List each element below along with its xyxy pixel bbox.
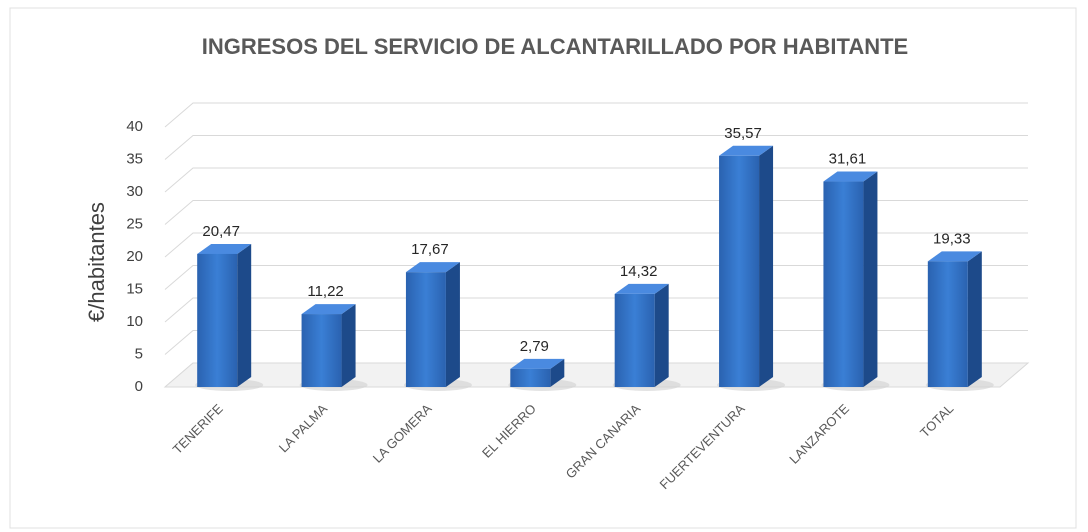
bar: [301, 314, 342, 387]
bar-top: [405, 262, 460, 273]
bar-top: [927, 251, 982, 262]
bar: [823, 181, 864, 387]
y-tick-label: 10: [126, 313, 143, 330]
bar-side: [967, 251, 982, 387]
bar-top: [719, 145, 774, 156]
y-tick-label: 5: [135, 345, 143, 362]
bar-side: [759, 145, 774, 387]
bar-side: [237, 243, 252, 387]
bar: [510, 368, 551, 387]
grid-line: [164, 135, 1028, 160]
value-label: 31,61: [829, 151, 867, 168]
bar-top: [510, 358, 565, 369]
y-tick-label: 40: [126, 118, 143, 135]
bar-side: [863, 171, 878, 387]
frame: [9, 7, 1077, 529]
value-label: 2,79: [520, 338, 549, 355]
bar-top: [301, 304, 356, 315]
y-tick-label: 0: [135, 378, 143, 395]
value-label: 35,57: [724, 125, 762, 142]
bar-side: [341, 304, 356, 387]
bar-side: [445, 262, 460, 387]
floor: [163, 362, 1030, 388]
value-label: 19,33: [933, 230, 971, 247]
value-label: 14,32: [620, 263, 658, 280]
y-tick-label: 15: [126, 280, 143, 297]
bar-top: [614, 283, 669, 294]
bar: [197, 253, 238, 387]
grid-line: [164, 102, 1028, 128]
bar-top: [823, 171, 878, 182]
bar: [405, 272, 446, 387]
y-tick-label: 20: [126, 248, 143, 265]
y-axis-label: €/habitantes: [84, 202, 109, 322]
y-tick-label: 30: [126, 183, 143, 200]
y-tick-label: 25: [126, 215, 143, 232]
bar-top: [197, 243, 252, 254]
bar: [719, 155, 760, 387]
chart-title: INGRESOS DEL SERVICIO DE ALCANTARILLADO …: [202, 34, 908, 59]
value-label: 11,22: [307, 283, 343, 300]
value-label: 17,67: [411, 241, 449, 258]
y-tick-label: 35: [126, 150, 143, 167]
bar: [614, 293, 655, 387]
bar-side: [550, 358, 565, 387]
bar: [927, 261, 968, 387]
value-label: 20,47: [202, 223, 240, 240]
bar-side: [654, 283, 669, 387]
